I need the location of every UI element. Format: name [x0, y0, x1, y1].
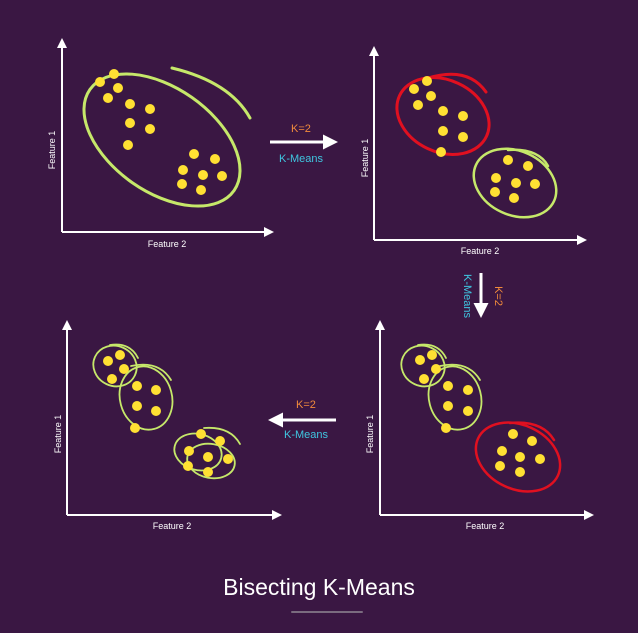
cluster-outlines-final	[92, 343, 241, 480]
x-axis-label: Feature 2	[148, 239, 187, 249]
panel-step-2: Feature 2 Feature 1	[360, 46, 587, 256]
transition-3-to-4: K=2 K-Means	[268, 399, 336, 441]
transition-1-to-2: K=2 K-Means	[270, 123, 338, 165]
y-axis-label: Feature 1	[47, 131, 57, 170]
k-label: K=2	[492, 286, 504, 306]
transition-2-to-3: K=2 K-Means	[461, 273, 504, 319]
data-points	[409, 76, 540, 203]
algorithm-label: K-Means	[279, 153, 324, 165]
algorithm-label: K-Means	[461, 274, 473, 319]
algorithm-label: K-Means	[284, 429, 329, 441]
x-axis-label: Feature 2	[461, 246, 500, 256]
y-axis-label: Feature 1	[360, 139, 370, 178]
data-points	[415, 350, 545, 477]
x-axis-label: Feature 2	[153, 521, 192, 531]
y-axis-label: Feature 1	[53, 415, 63, 454]
diagram-title: Bisecting K-Means	[223, 574, 415, 600]
title-underline	[291, 611, 363, 613]
cluster-outline-final	[472, 147, 558, 219]
cluster-outline-to-split	[474, 421, 562, 493]
cluster-outline-all	[82, 66, 252, 208]
k-label: K=2	[296, 399, 316, 411]
x-axis-label: Feature 2	[466, 521, 505, 531]
panel-step-3: Feature 2 Feature 1	[365, 320, 594, 531]
y-axis-label: Feature 1	[365, 415, 375, 454]
data-points	[95, 69, 227, 195]
cluster-outlines-final	[400, 343, 483, 431]
cluster-outline-to-split	[395, 72, 491, 156]
panel-step-1: Feature 2 Feature 1	[47, 38, 274, 249]
panel-step-4: Feature 2 Feature 1	[53, 320, 282, 531]
data-points	[103, 350, 233, 477]
k-label: K=2	[291, 123, 311, 135]
